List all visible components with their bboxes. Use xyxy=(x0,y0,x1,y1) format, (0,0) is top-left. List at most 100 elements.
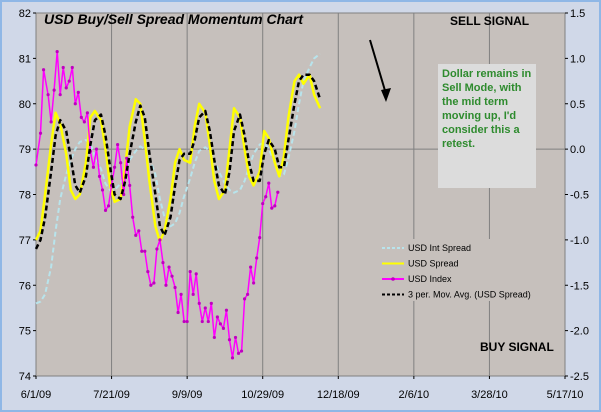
annotation-note: Dollar remains in Sell Mode, with the mi… xyxy=(438,64,536,188)
usd-index-point xyxy=(167,265,171,269)
y-left-tick-label: 76 xyxy=(19,280,31,292)
usd-index-point xyxy=(185,319,189,324)
legend: USD Int Spread USD Spread USD Index 3 per. … xyxy=(382,243,531,300)
usd-index-point xyxy=(94,147,99,151)
usd-index-point xyxy=(103,208,108,212)
usd-index-point xyxy=(273,204,277,208)
x-tick-label: 5/17/10 xyxy=(547,389,584,401)
y-left-tick-label: 78 xyxy=(19,190,31,202)
usd-index-point xyxy=(164,283,168,287)
usd-index-point xyxy=(182,319,186,324)
series-line-0 xyxy=(35,53,321,305)
usd-index-point xyxy=(261,201,265,206)
usd-index-point xyxy=(106,204,111,208)
left-axis: 74 75 76 77 78 79 80 81 82 xyxy=(19,8,36,383)
usd-index-point xyxy=(85,111,89,115)
usd-index-point xyxy=(242,297,247,301)
usd-index-point xyxy=(61,65,65,70)
usd-index-point xyxy=(52,88,56,92)
usd-index-point xyxy=(218,322,222,326)
series-group xyxy=(34,49,322,360)
y-left-tick-label: 74 xyxy=(19,371,31,383)
usd-index-point xyxy=(200,319,204,324)
x-tick-label: 12/18/09 xyxy=(317,389,360,401)
x-tick-label: 9/9/09 xyxy=(172,389,203,401)
usd-index-point xyxy=(149,283,153,287)
usd-index-point xyxy=(128,183,132,188)
usd-index-point xyxy=(143,249,147,253)
usd-index-point xyxy=(194,272,198,276)
usd-index-point xyxy=(267,181,271,185)
usd-index-point xyxy=(236,351,241,355)
usd-index-point xyxy=(170,274,174,278)
right-axis: 1.5 1.0 0.5 0.0 -0.5 -1.0 -1.5 -2.0 -2.5 xyxy=(565,8,589,383)
usd-index-point xyxy=(176,310,180,315)
usd-index-point xyxy=(230,356,235,360)
usd-index-point xyxy=(58,93,62,97)
usd-index-point xyxy=(41,68,46,72)
y-right-tick-label: -2.0 xyxy=(570,326,589,338)
series-line-3 xyxy=(34,73,322,250)
y-left-tick-label: 77 xyxy=(19,235,31,247)
usd-index-point xyxy=(152,281,156,285)
usd-index-point xyxy=(116,142,120,147)
usd-index-point xyxy=(97,174,102,178)
usd-index-point xyxy=(73,102,77,106)
y-right-tick-label: 1.0 xyxy=(570,53,585,65)
y-right-tick-label: -1.0 xyxy=(570,235,589,247)
y-left-tick-label: 82 xyxy=(19,8,31,20)
usd-index-point xyxy=(155,247,159,251)
usd-index-point xyxy=(227,338,232,342)
usd-index-point xyxy=(233,335,238,340)
sell-signal-label: SELL SIGNAL xyxy=(450,14,529,28)
usd-index-point xyxy=(249,265,253,269)
usd-index-point xyxy=(276,190,280,194)
usd-index-point xyxy=(270,206,274,210)
usd-index-point xyxy=(55,49,59,54)
usd-index-point xyxy=(100,188,105,192)
usd-index-point xyxy=(191,292,195,296)
usd-index-point xyxy=(70,65,74,70)
arrow-icon xyxy=(369,39,391,102)
legend-label-0: USD Int Spread xyxy=(408,243,471,253)
y-left-tick-label: 79 xyxy=(19,144,31,156)
usd-index-point xyxy=(46,93,50,97)
usd-index-point xyxy=(258,236,262,240)
usd-index-point xyxy=(64,86,68,90)
usd-index-point xyxy=(173,285,177,290)
usd-index-point xyxy=(38,131,43,135)
usd-index-point xyxy=(264,195,268,199)
usd-index-point xyxy=(239,349,244,353)
usd-index-point xyxy=(215,315,219,319)
usd-index-point xyxy=(197,301,201,305)
usd-index-point xyxy=(246,292,250,296)
y-left-tick-label: 75 xyxy=(19,326,31,338)
x-tick-label: 7/21/09 xyxy=(93,389,130,401)
usd-index-point xyxy=(112,165,117,169)
chart-title: USD Buy/Sell Spread Momentum Chart xyxy=(44,11,304,27)
y-right-tick-label: 0.0 xyxy=(570,144,585,156)
x-tick-label: 10/29/09 xyxy=(241,389,284,401)
usd-index-point xyxy=(158,238,162,242)
usd-index-point xyxy=(179,292,183,296)
usd-index-point xyxy=(206,319,210,324)
y-right-tick-label: -1.5 xyxy=(570,280,589,292)
usd-index-point xyxy=(252,281,256,285)
y-right-tick-label: 0.5 xyxy=(570,99,585,111)
usd-index-point xyxy=(209,301,213,305)
y-right-tick-label: 1.5 xyxy=(570,8,585,20)
usd-index-point xyxy=(203,306,207,310)
y-right-tick-label: -2.5 xyxy=(570,371,589,383)
x-tick-label: 6/1/09 xyxy=(21,389,52,401)
x-tick-label: 3/28/10 xyxy=(471,389,508,401)
usd-index-point xyxy=(146,270,150,274)
x-axis: 6/1/09 7/21/09 9/9/09 10/29/09 12/18/09 2/6/1… xyxy=(21,376,584,401)
usd-index-point xyxy=(125,156,129,160)
usd-index-point xyxy=(221,326,226,330)
usd-index-point xyxy=(188,270,192,274)
legend-box xyxy=(376,239,554,301)
usd-index-point xyxy=(161,260,165,265)
usd-index-point xyxy=(212,335,216,340)
legend-label-2: USD Index xyxy=(408,274,452,284)
